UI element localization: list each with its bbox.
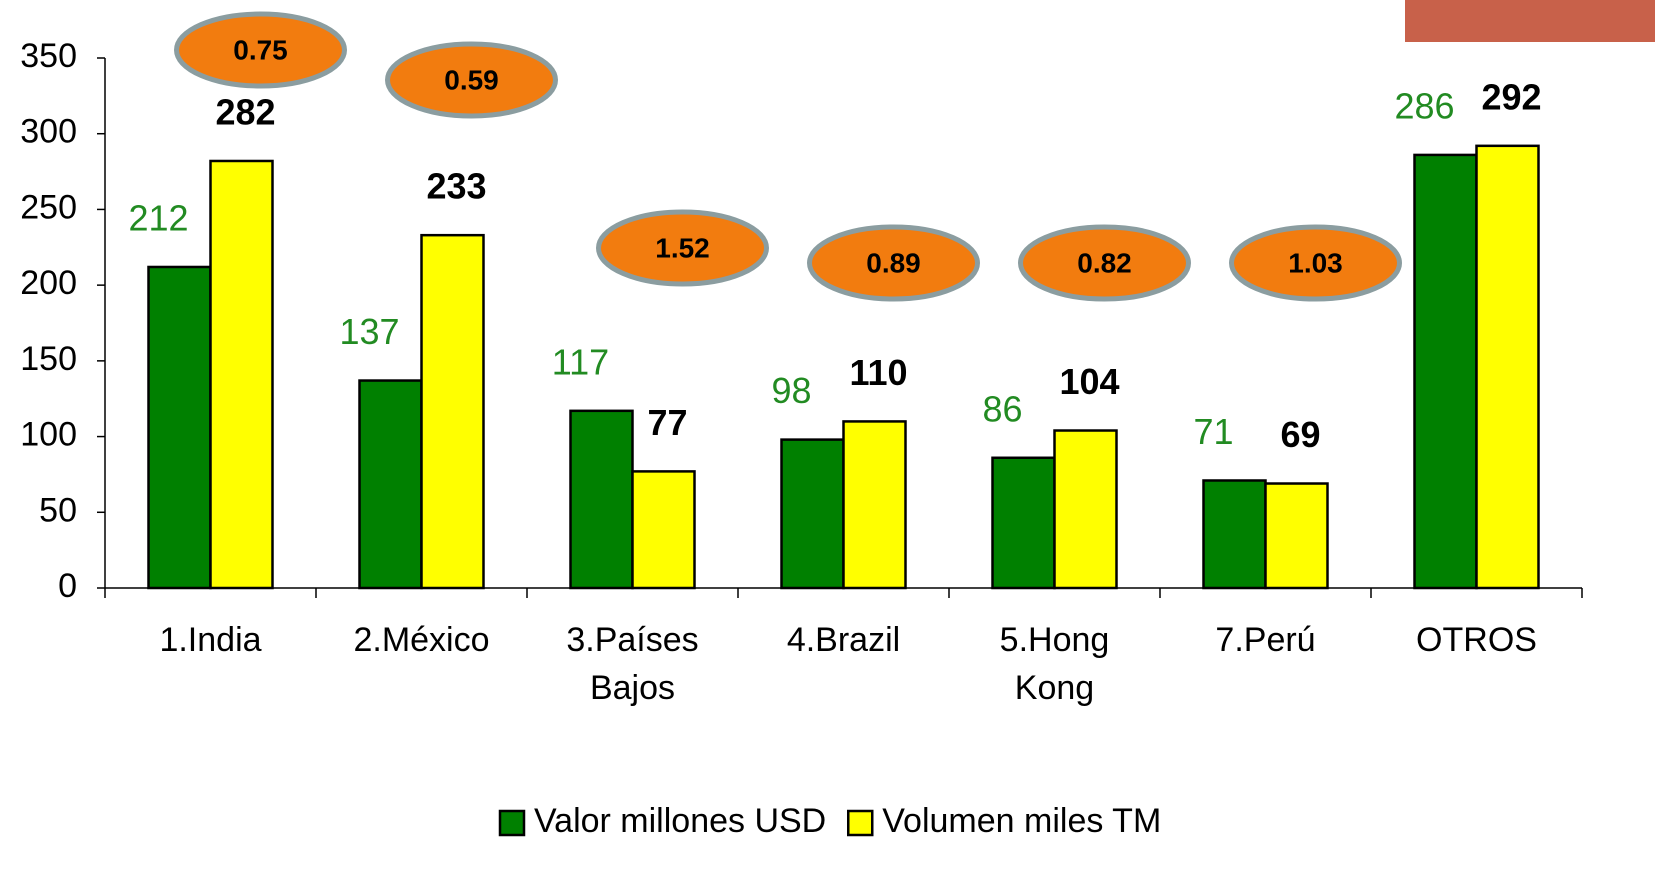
value-label: 104 <box>1059 361 1119 402</box>
y-tick-label: 250 <box>20 188 77 226</box>
bar <box>844 421 906 588</box>
ratio-label: 0.75 <box>233 34 288 65</box>
x-tick-label: 2.México <box>327 616 517 664</box>
value-label: 117 <box>552 341 609 382</box>
value-label: 233 <box>426 166 486 207</box>
y-tick-label: 50 <box>39 491 77 529</box>
bar <box>149 267 211 588</box>
x-tick-label: OTROS <box>1382 616 1572 664</box>
x-tick-label: 7.Perú <box>1171 616 1361 664</box>
legend-label: Valor millones USD <box>534 802 826 840</box>
legend-swatch <box>848 811 872 835</box>
value-label: 98 <box>771 370 811 411</box>
value-label: 212 <box>128 197 188 238</box>
value-label: 69 <box>1280 414 1320 455</box>
chart: 0 50 100 150 200 250 300 350 212 282 0.75 137 233 0.5… <box>0 0 1655 883</box>
y-tick-label: 300 <box>20 113 77 151</box>
y-tick-label: 350 <box>20 37 77 75</box>
bar <box>571 411 633 588</box>
bar <box>211 161 273 588</box>
y-tick-label: 200 <box>20 264 77 302</box>
legend: Valor millones USD Volumen miles TM <box>500 802 1161 840</box>
legend-swatch <box>500 811 524 835</box>
ratio-label: 0.82 <box>1077 247 1132 278</box>
value-label: 71 <box>1193 411 1233 452</box>
bar <box>360 381 422 588</box>
corner-photo <box>1405 0 1655 42</box>
bar <box>1204 480 1266 588</box>
legend-label: Volumen miles TM <box>882 802 1161 840</box>
ratio-label: 1.03 <box>1288 247 1343 278</box>
value-label: 110 <box>849 352 907 393</box>
bar <box>993 458 1055 588</box>
value-label: 77 <box>647 402 687 443</box>
bar <box>1415 155 1477 588</box>
y-tick-label: 100 <box>20 416 77 454</box>
x-tick-label: 4.Brazil <box>749 616 939 664</box>
page: 0 50 100 150 200 250 300 350 212 282 0.75 137 233 0.5… <box>0 0 1655 883</box>
y-tick-label: 150 <box>20 340 77 378</box>
x-tick-label: 3.Países Bajos <box>538 616 728 712</box>
value-label: 292 <box>1481 76 1541 117</box>
y-tick-label: 0 <box>58 567 77 605</box>
bar <box>1477 146 1539 588</box>
value-label: 137 <box>339 311 399 352</box>
value-label: 86 <box>982 388 1022 429</box>
ratio-label: 0.59 <box>444 64 499 95</box>
bar <box>1055 431 1117 588</box>
bar <box>1266 484 1328 588</box>
ratio-label: 0.89 <box>866 247 921 278</box>
value-label: 282 <box>215 91 275 132</box>
x-tick-label: 5.Hong Kong <box>960 616 1150 712</box>
bar <box>782 440 844 588</box>
bar <box>422 235 484 588</box>
value-label: 286 <box>1394 85 1454 126</box>
x-tick-label: 1.India <box>116 616 306 664</box>
bar <box>633 471 695 588</box>
ratio-label: 1.52 <box>655 232 710 263</box>
